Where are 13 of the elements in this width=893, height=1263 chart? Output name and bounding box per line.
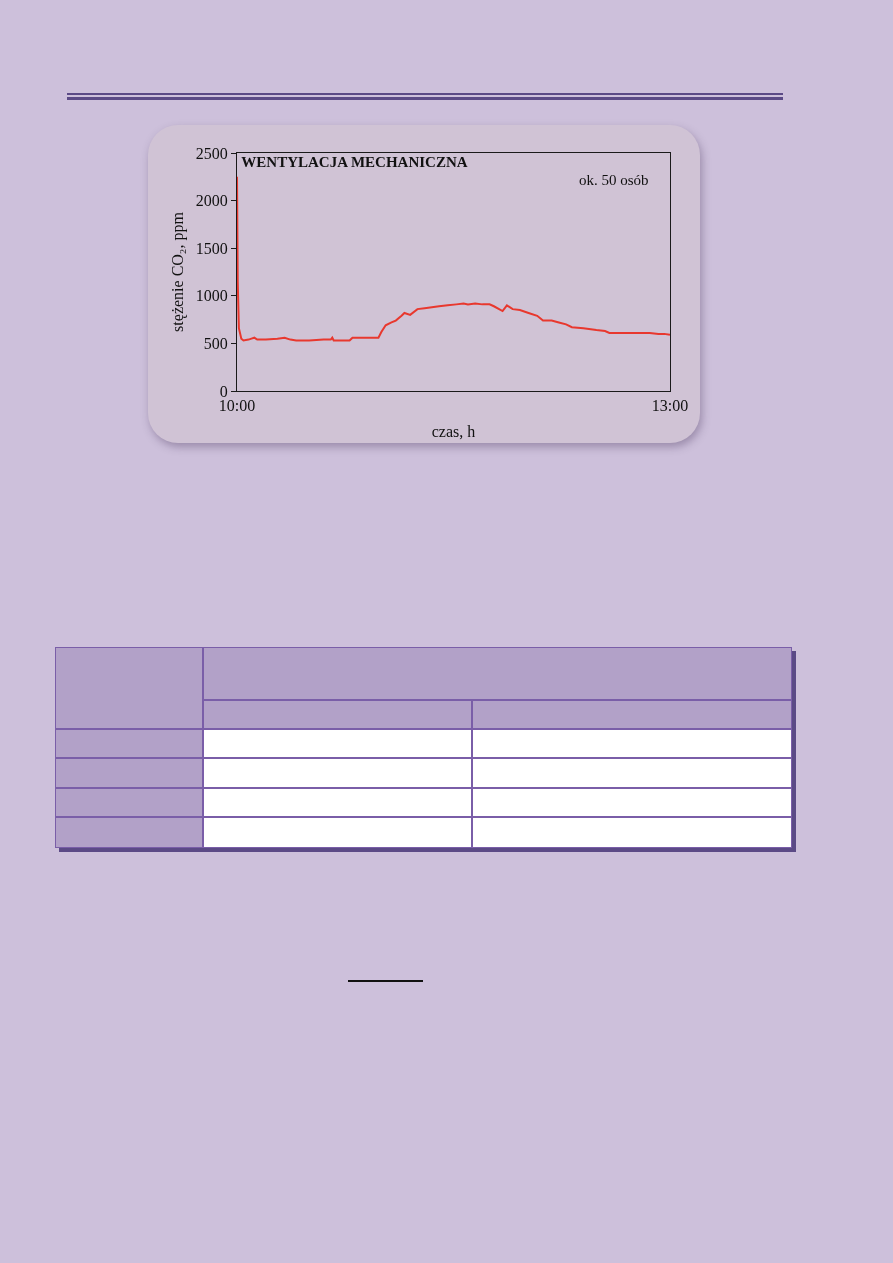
y-tick-label: 1500 (195, 239, 228, 257)
x-tick-label: 13:00 (651, 397, 689, 415)
y-tick-label: 2000 (195, 192, 228, 210)
y-tick-label: 1000 (195, 287, 228, 305)
x-axis-title: czas, h (431, 423, 476, 440)
chart-title: WENTYLACJA MECHANICZNA (241, 154, 468, 171)
y-tick-label: 2500 (195, 144, 228, 162)
y-axis-title: stężenie CO₂, ppm (168, 211, 187, 332)
annotation: ok. 50 osób (579, 172, 649, 188)
line-series (237, 175, 670, 342)
y-tick-label: 0 (219, 382, 228, 400)
y-tick-label: 500 (203, 335, 228, 352)
x-tick-label: 10:00 (218, 397, 256, 415)
